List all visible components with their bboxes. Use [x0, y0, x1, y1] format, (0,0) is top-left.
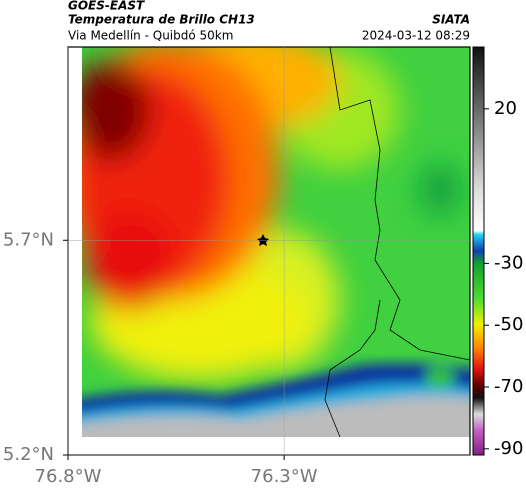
y-tick-label: 5.2°N [3, 444, 54, 465]
colorbar-tick-label: -90 [494, 438, 523, 459]
colorbar-tick-label: 20 [494, 98, 517, 119]
colorbar [472, 46, 485, 456]
timestamp: 2024-03-12 08:29 [362, 29, 470, 43]
colorbar-tick-label: -50 [494, 314, 523, 335]
brightness-field [82, 47, 470, 437]
satellite: GOES-EAST [68, 0, 145, 13]
colorbar-tick-label: -30 [494, 252, 523, 273]
product: Temperatura de Brillo CH13 [68, 13, 255, 27]
y-tick-label: 5.7°N [3, 229, 54, 250]
region: Via Medellín - Quibdó 50km [68, 29, 233, 43]
colorbar-tick-label: -70 [494, 376, 523, 397]
x-tick-label: 76.3°W [251, 466, 318, 487]
source: SIATA [432, 13, 470, 27]
x-tick-label: 76.8°W [35, 466, 102, 487]
